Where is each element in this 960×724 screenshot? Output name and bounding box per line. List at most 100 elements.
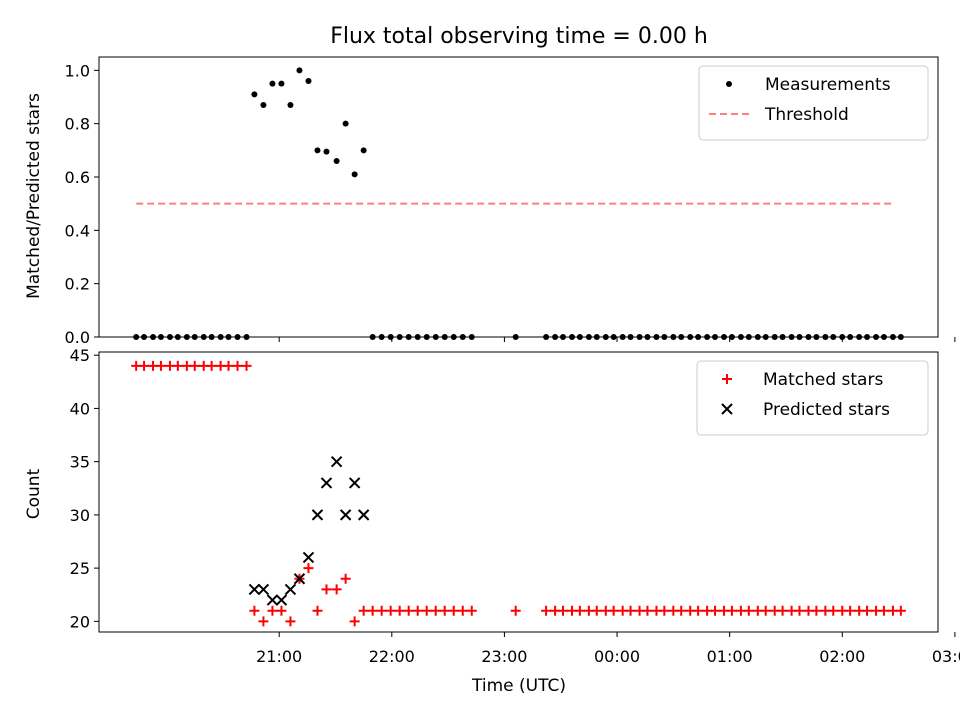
measurement-point [305, 78, 312, 84]
legend-label: Threshold [764, 105, 849, 125]
matched-star-point [510, 605, 521, 616]
predicted-star-point [302, 551, 315, 564]
measurement-point [296, 67, 303, 74]
matched-star-point [811, 605, 822, 616]
x-axis-label: Time (UTC) [471, 676, 566, 696]
measurement-point [251, 91, 258, 98]
measurement-point [360, 147, 367, 154]
y-tick-label: 0.8 [65, 115, 90, 134]
matched-star-point [895, 605, 906, 616]
matched-star-point [457, 605, 468, 616]
measurement-point [269, 80, 276, 87]
matched-star-point [312, 605, 323, 616]
y-tick-label: 45 [70, 346, 90, 365]
matched-star-point [743, 605, 754, 616]
y-tick-label: 40 [70, 399, 90, 418]
legend-predicted-marker [721, 403, 733, 415]
legend-box [698, 65, 929, 141]
predicted-star-point [330, 455, 343, 468]
predicted-star-point [248, 583, 261, 596]
matched-star-point [155, 360, 166, 371]
matched-star-point [412, 605, 423, 616]
panel-2: 20 25 30 35 40 45 21:00 22:00 23:00 00:00 01:00 02:… [70, 346, 960, 666]
matched-star-point [285, 616, 296, 627]
matched-star-point [367, 605, 378, 616]
matched-star-point [541, 605, 552, 616]
x-tick-label: 03:00 [932, 647, 960, 666]
measurement-point [323, 148, 330, 155]
matched-star-point [659, 605, 670, 616]
measurement-point [260, 102, 267, 108]
matched-star-point [448, 605, 459, 616]
matched-star-point [625, 605, 636, 616]
x-tick-label: 21:00 [256, 647, 302, 666]
matched-star-point [241, 360, 252, 371]
matched-star-point [726, 605, 737, 616]
bottom-y-axis-label: Count [24, 468, 44, 519]
matched-star-point [777, 605, 788, 616]
matched-star-point [828, 605, 839, 616]
legend-matched-marker [722, 374, 732, 384]
legend-measurement-marker [726, 81, 732, 87]
x-tick-label: 22:00 [369, 647, 415, 666]
measurement-point [314, 147, 321, 154]
matched-star-point [421, 605, 432, 616]
predicted-star-point [275, 594, 288, 606]
matched-star-point [439, 605, 450, 616]
legend-label: Measurements [765, 75, 891, 95]
predicted-star-point [293, 573, 306, 585]
y-tick-label: 30 [70, 506, 90, 525]
matched-star-point [321, 584, 332, 595]
plot-area: 0.0 0.2 0.4 0.6 0.8 1.0 Measurements Threshold 2… [65, 56, 960, 666]
legend: Measurements Threshold [698, 65, 929, 141]
measurement-point [351, 171, 358, 178]
measurement-point [342, 120, 349, 127]
predicted-star-point [284, 583, 297, 596]
series-predicted-stars [248, 455, 370, 606]
predicted-star-point [266, 594, 279, 606]
y-tick-label: 0.2 [65, 275, 90, 294]
matched-star-point [331, 584, 342, 595]
axes-frame [98, 351, 939, 633]
legend-label: Predicted stars [763, 400, 890, 420]
matched-star-point [710, 605, 721, 616]
matched-star-point [676, 605, 687, 616]
matched-star-point [340, 573, 351, 584]
y-tick-label: 0.4 [65, 221, 90, 240]
matched-star-point [591, 605, 602, 616]
x-tick-label: 23:00 [481, 647, 527, 666]
y-tick-label: 0.6 [65, 168, 90, 187]
matched-star-point [403, 605, 414, 616]
predicted-star-point [339, 509, 352, 521]
matched-star-point [760, 605, 771, 616]
matched-star-point [223, 360, 234, 371]
top-y-axis-label: Matched/Predicted stars [24, 93, 44, 299]
matched-star-point [845, 605, 856, 616]
legend-box [696, 360, 929, 436]
matched-star-point [608, 605, 619, 616]
predicted-star-point [348, 477, 361, 489]
x-tick-label: 00:00 [594, 647, 640, 666]
chart-title: Flux total observing time = 0.00 h [330, 24, 708, 49]
x-tick-label: 01:00 [707, 647, 753, 666]
matched-star-point [276, 605, 287, 616]
y-tick-label: 35 [70, 453, 90, 472]
matched-star-point [376, 605, 387, 616]
matched-star-point [206, 360, 217, 371]
matched-star-point [394, 605, 405, 616]
series-matched-stars [131, 360, 906, 627]
matched-star-point [232, 360, 243, 371]
predicted-star-point [257, 583, 270, 596]
panel-1: 0.0 0.2 0.4 0.6 0.8 1.0 Measurements Threshold [65, 56, 956, 347]
y-tick-label: 1.0 [65, 61, 90, 80]
predicted-star-point [311, 509, 324, 521]
matched-star-point [303, 563, 314, 574]
matched-star-point [172, 360, 183, 371]
matched-star-point [466, 605, 477, 616]
matched-star-point [557, 605, 568, 616]
predicted-star-point [320, 477, 333, 489]
axes-frame [98, 56, 939, 338]
measurement-point [278, 80, 285, 87]
y-tick-label: 0.0 [65, 328, 90, 347]
